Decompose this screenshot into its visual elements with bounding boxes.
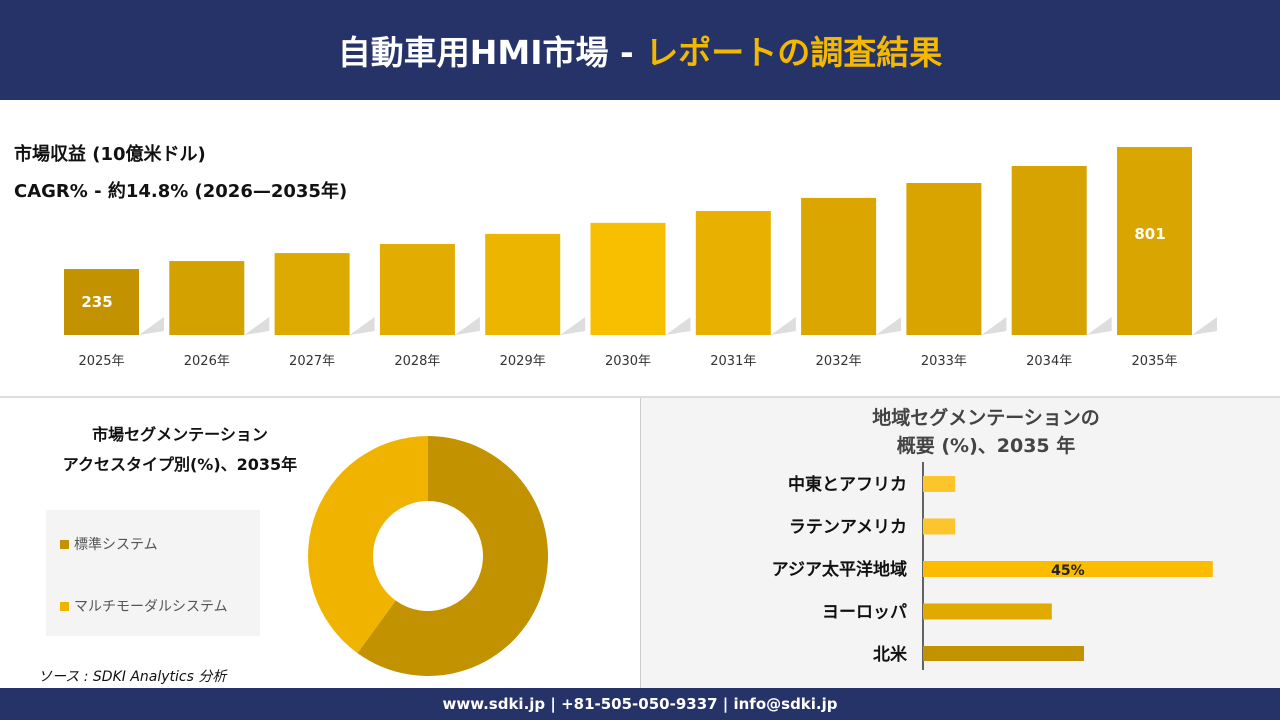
region-label: 中東とアフリカ <box>788 474 907 495</box>
title-highlight: レポートの調査結果 <box>645 33 943 72</box>
revenue-bar <box>169 261 245 335</box>
bar-shadow <box>349 317 375 335</box>
access-type-panel: 市場セグメンテーション アクセスタイプ別(%)、2035年 標準システム マルチ… <box>0 398 640 688</box>
source-note: ソース : SDKI Analytics 分析 <box>38 669 227 685</box>
region-bar <box>923 561 1213 577</box>
divider <box>0 396 1280 398</box>
region-label: 北米 <box>873 644 908 665</box>
revenue-bar-chart: 2025年 235 2026年 2027年 2028年 2029年 2030年 2031年 20… <box>64 147 1217 369</box>
title-main: 自動車用HMI市場 - <box>337 33 634 72</box>
donut-slice <box>357 436 548 676</box>
data-label: 801 <box>1134 225 1165 243</box>
bar-shadow <box>139 317 164 335</box>
revenue-title: 市場収益 (10億米ドル) <box>14 144 206 165</box>
region-label: アジア太平洋地域 <box>772 559 907 580</box>
header-banner: 自動車用HMI市場 - レポートの調査結果 <box>0 0 1280 100</box>
segment-title: 市場セグメンテーション アクセスタイプ別(%)、2035年 <box>30 420 330 480</box>
bar-shadow <box>981 317 1007 335</box>
revenue-bar <box>274 253 350 335</box>
legend-swatch <box>60 601 69 611</box>
region-title: 地域セグメンテーションの 概要 (%)、2035 年 <box>641 404 1280 460</box>
legend: 標準システム マルチモーダルシステム <box>46 510 260 636</box>
revenue-bar <box>590 222 666 335</box>
footer-contact: www.sdki.jp | +81-505-050-9337 | info@sd… <box>0 688 1280 720</box>
bar-shadow <box>770 317 796 335</box>
x-tick-label: 2025年 <box>78 354 124 369</box>
x-tick-label: 2026年 <box>184 354 230 369</box>
donut-slice <box>308 436 428 654</box>
x-tick-label: 2030年 <box>605 354 651 369</box>
data-label: 235 <box>81 293 112 311</box>
legend-label: 標準システム <box>74 537 158 553</box>
x-tick-label: 2033年 <box>921 354 967 369</box>
revenue-bar <box>695 211 771 335</box>
legend-item: マルチモーダルシステム <box>60 596 228 616</box>
legend-item: 標準システム <box>60 534 158 554</box>
region-label: ラテンアメリカ <box>789 518 907 538</box>
x-tick-label: 2029年 <box>500 354 546 369</box>
region-title-line2: 概要 (%)、2035 年 <box>896 435 1076 457</box>
access-type-donut <box>308 436 548 676</box>
bar-shadow <box>665 317 691 335</box>
region-title-line1: 地域セグメンテーションの <box>872 407 1100 429</box>
data-label: 45% <box>1051 563 1085 579</box>
bar-shadow <box>876 317 902 335</box>
bar-shadow <box>1086 317 1112 335</box>
bar-shadow <box>560 317 586 335</box>
x-tick-label: 2034年 <box>1026 354 1072 369</box>
bar-shadow <box>454 317 480 335</box>
revenue-bar <box>1011 165 1087 335</box>
x-tick-label: 2027年 <box>289 354 335 369</box>
revenue-bar <box>801 197 877 335</box>
legend-label: マルチモーダルシステム <box>74 599 228 615</box>
revenue-bar <box>485 233 561 335</box>
segment-title-line1: 市場セグメンテーション <box>92 425 268 444</box>
region-panel: 地域セグメンテーションの 概要 (%)、2035 年 中東とアフリカ ラテンアメリ… <box>640 398 1280 688</box>
region-bar <box>923 603 1052 620</box>
region-bar <box>923 646 1084 661</box>
region-bar <box>923 476 956 492</box>
bar-shadow <box>244 317 270 335</box>
bar-shadow <box>1192 317 1217 335</box>
revenue-bar <box>906 183 982 335</box>
revenue-bar <box>64 269 139 335</box>
cagr-subtitle: CAGR% - 約14.8% (2026—2035年) <box>14 181 348 202</box>
x-tick-label: 2028年 <box>394 354 440 369</box>
segment-title-line2: アクセスタイプ別(%)、2035年 <box>62 455 298 474</box>
x-tick-label: 2035年 <box>1131 354 1177 369</box>
region-label: ヨーロッパ <box>822 603 907 623</box>
region-bar <box>923 518 956 535</box>
revenue-bar <box>1117 147 1192 335</box>
revenue-bar <box>379 244 455 335</box>
x-tick-label: 2031年 <box>710 354 756 369</box>
x-tick-label: 2032年 <box>816 354 862 369</box>
legend-swatch <box>60 539 69 549</box>
